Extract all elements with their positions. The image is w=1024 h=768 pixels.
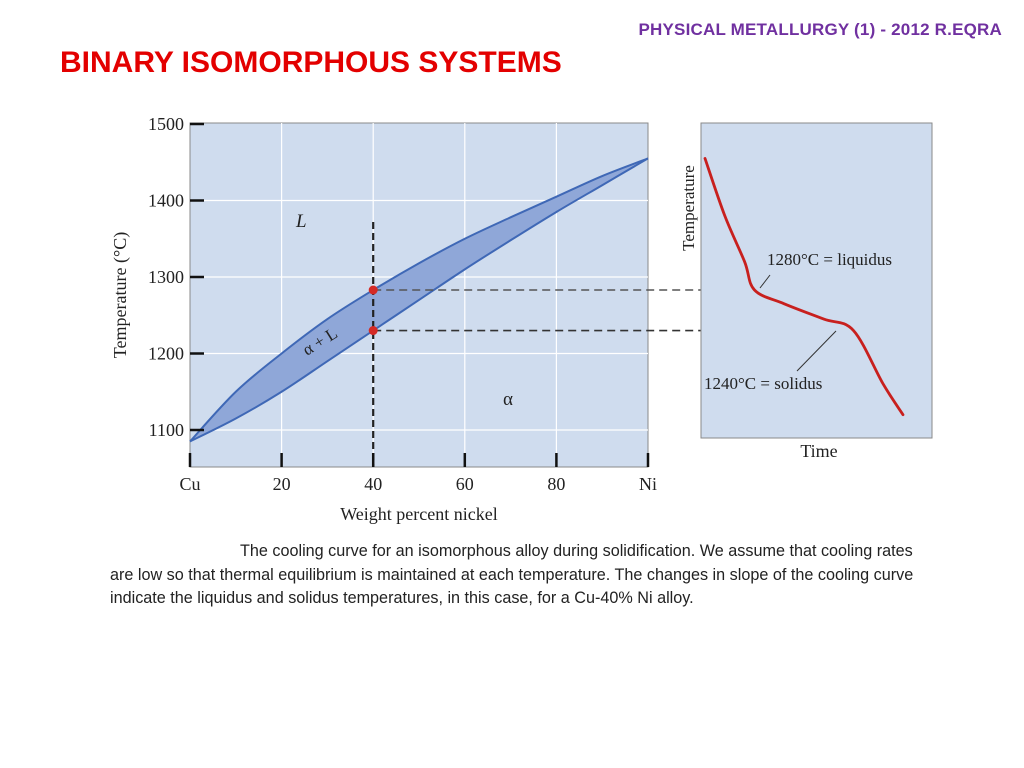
solidus-marker xyxy=(368,326,378,336)
y-tick-label: 1400 xyxy=(148,191,184,211)
x-tick-label: Ni xyxy=(639,474,657,494)
x-tick-label: 60 xyxy=(456,474,474,494)
x-tick-label: 20 xyxy=(273,474,291,494)
course-header: PHYSICAL METALLURGY (1) - 2012 R.EQRA xyxy=(638,20,1002,39)
solidus-annotation-leader xyxy=(796,330,837,372)
x-tick-label: Cu xyxy=(179,474,200,494)
y-tick-label: 1200 xyxy=(148,344,184,364)
solidus-annotation: 1240°C = solidus xyxy=(704,374,822,393)
x-tick-label: 40 xyxy=(364,474,382,494)
region-label-solid: α xyxy=(503,389,513,410)
slide-title: BINARY ISOMORPHOUS SYSTEMS xyxy=(60,46,562,79)
region-label-liquid: L xyxy=(295,211,307,232)
figure-caption: The cooling curve for an isomorphous all… xyxy=(110,542,914,607)
phase-diagram-grid xyxy=(190,123,648,467)
liquidus-annotation-leader xyxy=(759,274,771,289)
cooling-curve-line xyxy=(703,157,905,417)
cooling-curve-y-axis-label: Temperature xyxy=(679,165,698,251)
y-tick-label: 1100 xyxy=(149,420,184,440)
cooling-curve-x-axis-label: Time xyxy=(800,441,837,461)
y-tick-label: 1300 xyxy=(148,267,184,287)
phase-diagram-tick-labels: Cu 20 40 60 80 Ni 1100 1200 1300 1400 1500 xyxy=(148,114,657,494)
x-tick-label: 80 xyxy=(547,474,565,494)
phase-diagram-x-axis-label: Weight percent nickel xyxy=(340,504,497,524)
liquidus-annotation: 1280°C = liquidus xyxy=(767,250,892,269)
liquidus-line xyxy=(189,157,649,443)
cooling-curve-plot-area xyxy=(700,122,933,439)
phase-diagram-y-axis-label: Temperature (°C) xyxy=(110,232,131,358)
phase-diagram-ticks xyxy=(188,122,650,467)
solidus-line xyxy=(189,157,649,443)
cooling-curve-chart: 1280°C = liquidus 1240°C = solidus Time … xyxy=(679,122,933,461)
y-tick-label: 1500 xyxy=(148,114,184,134)
liquidus-marker xyxy=(368,285,378,295)
